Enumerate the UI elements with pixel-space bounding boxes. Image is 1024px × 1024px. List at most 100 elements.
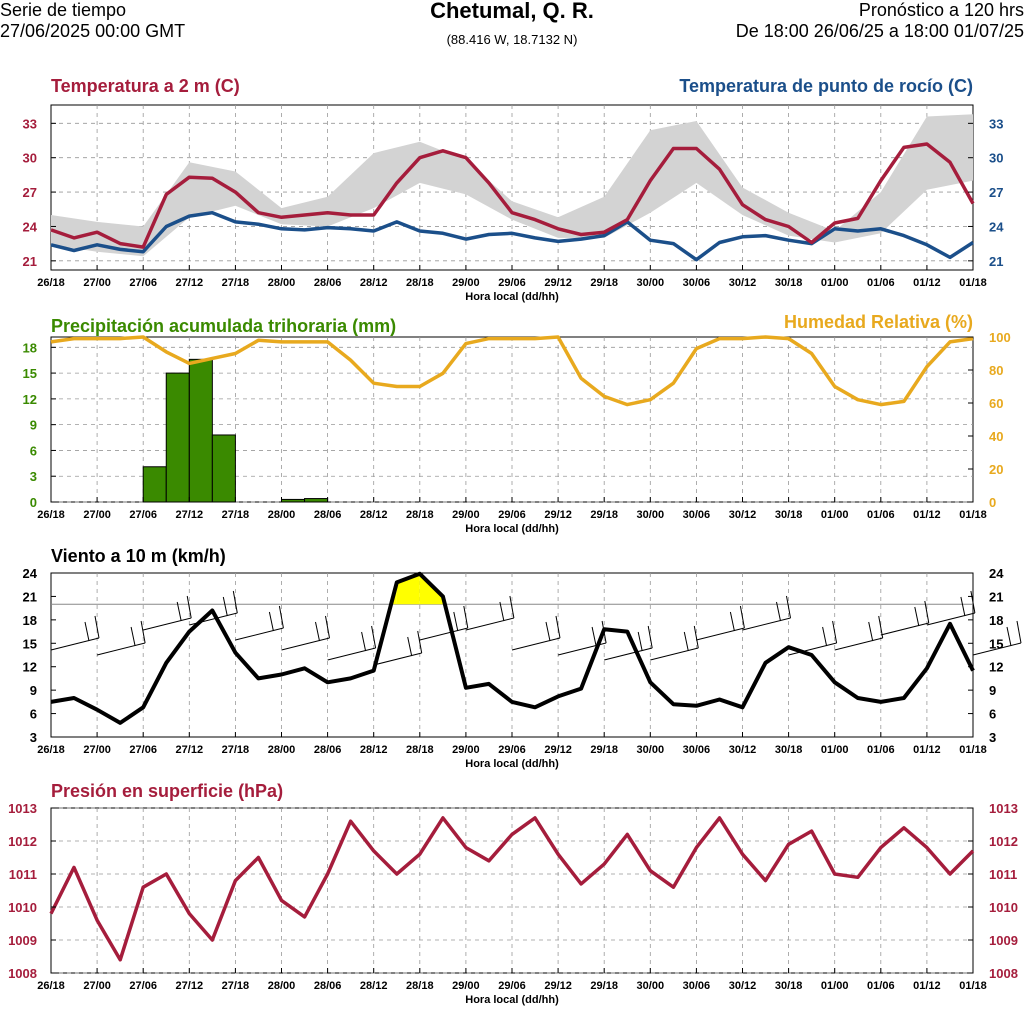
wind-xtick-label: 28/12	[360, 744, 388, 756]
pressure-xtick-label: 29/18	[590, 980, 618, 992]
precip-xtick-label: 29/00	[452, 509, 480, 521]
precip-bar	[188, 358, 213, 503]
precipitation-title: Precipitación acumulada trihoraria (mm)	[51, 316, 396, 336]
pressure-ytick-label-right: 1013	[989, 801, 1018, 816]
wind-ytick-label-left: 9	[30, 683, 37, 698]
precip-xtick-label: 27/18	[222, 509, 250, 521]
wind-barb-feather	[693, 625, 699, 649]
pressure-xtick-label: 28/12	[360, 980, 388, 992]
pressure-ytick-label-left: 1011	[9, 867, 37, 882]
station-title: Chetumal, Q. R.	[430, 0, 594, 23]
wind-barb	[788, 620, 838, 656]
wind-ytick-label-left: 18	[23, 613, 37, 628]
pressure-panel: 1008 1009 1010 1011 1012 1013 1008 1009 1010 1011…	[8, 781, 1018, 1006]
precip-xtick-label: 01/00	[821, 509, 849, 521]
wind-barb	[742, 595, 791, 631]
wind-xtick-label: 30/18	[775, 744, 803, 756]
precip-xtick-label: 29/06	[498, 509, 526, 521]
wind-ytick-label-left: 24	[23, 566, 38, 581]
wind-xtick-label: 27/12	[176, 744, 204, 756]
wind-barb-feather	[371, 625, 377, 649]
temp-ytick-label-left: 27	[23, 185, 37, 200]
pressure-ytick-label-right: 1011	[989, 867, 1017, 882]
temp-ytick-label-left: 33	[23, 116, 37, 131]
precip-ytick-label-right: 40	[989, 429, 1003, 444]
temperature-line	[50, 142, 975, 249]
wind-barb-feather	[499, 601, 505, 622]
precip-bar	[142, 466, 167, 503]
precip-ytick-label-left: 9	[30, 418, 37, 433]
temp-xtick-label: 29/06	[498, 277, 526, 289]
wind-xtick-label: 30/12	[729, 744, 757, 756]
wind-barb-feather	[453, 611, 459, 632]
wind-barb	[696, 605, 745, 641]
wind-xtick-label: 29/18	[590, 744, 618, 756]
wind-barb-feather	[463, 605, 469, 629]
pressure-xtick-label: 28/06	[314, 980, 342, 992]
wind-barb-staff	[926, 612, 976, 626]
wind-x-axis-label: Hora local (dd/hh)	[465, 758, 559, 770]
precip-ytick-label-left: 0	[30, 495, 37, 510]
wind-barb-feather	[822, 626, 828, 647]
precip-ytick-label-left: 6	[30, 443, 37, 458]
wind-ytick-label-right: 15	[989, 636, 1003, 651]
wind-barb-staff	[281, 637, 330, 651]
precip-xtick-label: 27/12	[176, 509, 204, 521]
wind-barb-staff	[235, 627, 284, 641]
temp-xtick-label: 01/06	[867, 277, 895, 289]
precip-xtick-label: 26/18	[37, 509, 65, 521]
wind-xtick-label: 29/00	[452, 744, 480, 756]
wind-barb-feather	[94, 615, 100, 639]
wind-barb-feather	[683, 631, 689, 652]
temp-ytick-label-right: 21	[989, 254, 1003, 269]
dewpoint-title: Temperatura de punto de rocío (C)	[679, 76, 973, 96]
precip-ytick-label-right: 60	[989, 396, 1003, 411]
wind-barb-staff	[511, 637, 561, 651]
temp-ytick-label-left: 24	[23, 219, 38, 234]
pressure-xtick-label: 01/12	[913, 980, 941, 992]
wind-barb	[50, 615, 100, 651]
wind-barb-staff	[604, 647, 653, 661]
wind-barb-staff	[650, 647, 699, 661]
precip-ytick-label-left: 18	[23, 340, 37, 355]
pressure-ytick-label-right: 1010	[989, 900, 1018, 915]
series-type-label: Serie de tiempo	[0, 0, 127, 20]
wind-barb-staff	[834, 637, 883, 651]
wind-xtick-label: 28/06	[314, 744, 342, 756]
wind-barb-staff	[788, 642, 837, 656]
temp-xtick-label: 01/00	[821, 277, 849, 289]
precip-ytick-label-right: 0	[989, 495, 996, 510]
wind-barb-feather	[786, 595, 791, 619]
wind-barb-feather	[417, 630, 423, 654]
temp-panel: 21 24 27 30 33 21 24 27 30 33 26/18 27/00 27/06 27/12…	[23, 76, 1005, 303]
precip-xtick-label: 30/06	[683, 509, 711, 521]
wind-barb	[281, 615, 330, 651]
wind-ytick-label-right: 3	[989, 730, 996, 745]
precip-bar	[281, 498, 306, 503]
wind-barb-feather	[729, 611, 735, 632]
temp-xtick-label: 28/00	[268, 277, 296, 289]
temp-xtick-label: 01/12	[913, 277, 941, 289]
wind-xtick-label: 01/06	[867, 744, 895, 756]
wind-barb-feather	[545, 621, 551, 642]
wind-xtick-label: 01/18	[959, 744, 987, 756]
wind-xtick-label: 26/18	[37, 744, 65, 756]
temp-xtick-label: 26/18	[37, 277, 65, 289]
wind-barb-feather	[739, 605, 745, 629]
wind-barb-feather	[130, 626, 136, 647]
precip-bar	[304, 498, 329, 503]
wind-xtick-label: 30/00	[637, 744, 665, 756]
wind-ytick-label-right: 12	[989, 660, 1003, 675]
precip-ytick-label-right: 100	[989, 330, 1011, 345]
pressure-xtick-label: 28/00	[268, 980, 296, 992]
wind-barb-feather	[278, 605, 284, 629]
wind-barb-feather	[315, 621, 320, 642]
wind-barb	[327, 625, 377, 661]
precip-xtick-label: 01/06	[867, 509, 895, 521]
wind-barb-feather	[555, 615, 561, 639]
wind-barb	[834, 615, 884, 651]
precip-xtick-label: 30/18	[775, 509, 803, 521]
temp-xtick-label: 27/18	[222, 277, 250, 289]
wind-barb-staff	[419, 627, 468, 641]
